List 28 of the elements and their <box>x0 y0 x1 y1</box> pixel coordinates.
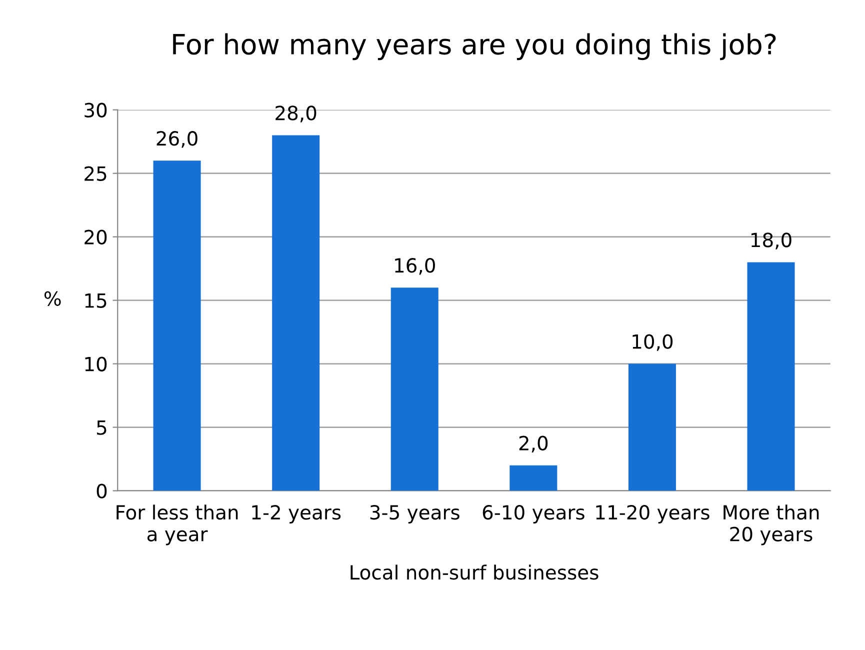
bar <box>628 364 676 491</box>
y-tick-label: 0 <box>96 484 107 498</box>
data-label: 2,0 <box>519 436 548 452</box>
bar <box>747 262 795 491</box>
data-label: 28,0 <box>276 106 316 122</box>
data-label: 26,0 <box>156 131 198 148</box>
data-label: 18,0 <box>751 232 792 250</box>
bar <box>510 465 558 491</box>
bar <box>153 160 201 491</box>
data-label: 16,0 <box>395 258 435 275</box>
chart-title: For how many years are you doing this job? <box>173 33 776 60</box>
y-tick-label: 20 <box>84 230 107 244</box>
y-axis-title: % <box>44 291 61 306</box>
y-tick-label: 15 <box>85 294 106 308</box>
x-tick-label: 1-2 years <box>252 504 341 524</box>
y-tick-label: 10 <box>85 356 107 372</box>
x-axis-title: Local non-surf businesses <box>350 564 598 580</box>
x-tick-label: 6-10 years <box>482 504 584 524</box>
data-label: 10,0 <box>632 334 673 351</box>
y-tick-label: 25 <box>84 166 106 181</box>
bar <box>272 135 320 491</box>
y-tick-label: 5 <box>97 420 106 435</box>
x-tick-label: For less than a year <box>116 504 238 546</box>
bar <box>390 288 438 491</box>
x-tick-label: 3-5 years <box>370 504 460 524</box>
x-tick-label: More than 20 years <box>724 504 819 546</box>
x-tick-label: 11-20 years <box>596 504 710 524</box>
y-tick-label: 30 <box>84 102 107 118</box>
